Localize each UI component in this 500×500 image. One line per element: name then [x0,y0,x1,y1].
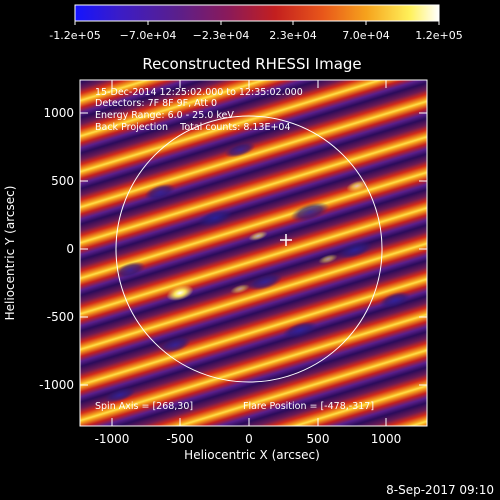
colorbar-tick-label: 7.0e+04 [342,29,389,42]
x-tick-label: 1000 [371,432,402,446]
plot-frame [79,79,428,427]
x-axis-label: Heliocentric X (arcsec) [184,448,320,462]
plot-title: Reconstructed RHESSI Image [142,55,361,73]
y-tick-label: 500 [51,174,74,188]
spin-axis-text: Spin Axis = [268,30] [95,401,193,412]
info-method-counts: Back Projection Total counts: 8.13E+04 [95,122,291,133]
x-tick-label: -1000 [95,432,130,446]
x-tick-label: -500 [166,432,193,446]
colorbar-ticks [74,21,440,25]
y-axis-ticks [80,112,427,386]
info-energy-range: Energy Range: 6.0 - 25.0 keV [95,110,234,121]
solar-limb-circle [115,115,383,383]
y-tick-label: 0 [66,242,74,256]
y-tick-label: -500 [47,310,74,324]
colorbar-tick-label: -1.2e+05 [49,29,100,42]
colorbar [74,4,440,22]
x-tick-label: 500 [307,432,330,446]
colorbar-tick-label: −7.0e+04 [120,29,177,42]
colorbar-tick-label: 1.2e+05 [415,29,462,42]
y-tick-label: 1000 [43,106,74,120]
y-tick-label: -1000 [39,378,74,392]
x-axis-ticks [111,80,387,426]
info-detectors: Detectors: 7F 8F 9F, Att 0 [95,98,217,109]
colorbar-tick-label: 2.3e+04 [269,29,316,42]
flare-hotspot [166,285,194,301]
spin-axis-marker [280,234,292,246]
flare-position-text: Flare Position = [-478,-317] [243,401,374,412]
info-time-range: 15-Dec-2014 12:25:02.000 to 12:35:02.000 [95,87,303,98]
y-axis-label: Heliocentric Y (arcsec) [3,186,17,321]
colorbar-tick-label: −2.3e+04 [193,29,250,42]
footer-timestamp: 8-Sep-2017 09:10 [386,483,494,497]
x-tick-label: 0 [245,432,253,446]
